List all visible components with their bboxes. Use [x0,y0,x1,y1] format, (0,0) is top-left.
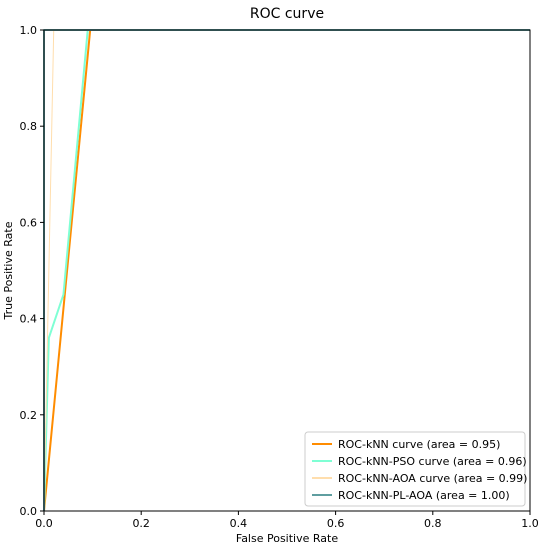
y-tick-label: 0.6 [20,216,38,229]
x-tick-label: 0.0 [35,517,53,530]
y-tick-label: 0.0 [20,505,38,518]
plot-area [44,30,530,511]
legend-label: ROC-kNN-PL-AOA (area = 1.00) [338,489,510,502]
plot-frame [43,29,531,512]
x-tick-label: 0.4 [230,517,248,530]
plot-background [44,30,530,511]
x-tick-label: 0.8 [424,517,442,530]
y-axis: 0.0 0.2 0.4 0.6 0.8 1.0 [20,24,44,518]
chart-title: ROC curve [250,6,324,22]
x-axis: 0.0 0.2 0.4 0.6 0.8 1.0 [35,511,539,530]
x-tick-label: 1.0 [521,517,539,530]
legend-box [304,431,526,507]
y-tick-label: 0.2 [20,409,38,422]
x-tick-label: 0.6 [327,517,345,530]
y-tick-label: 0.4 [20,313,38,326]
legend: ROC-kNN curve (area = 0.95) ROC-kNN-PSO c… [304,431,527,507]
legend-label: ROC-kNN-PSO curve (area = 0.96) [338,455,527,468]
y-tick-label: 1.0 [20,24,38,37]
legend-label: ROC-kNN curve (area = 0.95) [338,438,500,451]
y-axis-label: True Positive Rate [2,221,15,320]
x-tick-label: 0.2 [132,517,150,530]
y-tick-label: 0.8 [20,120,38,133]
x-axis-label: False Positive Rate [236,532,338,545]
legend-label: ROC-kNN-AOA curve (area = 0.99) [338,472,527,485]
